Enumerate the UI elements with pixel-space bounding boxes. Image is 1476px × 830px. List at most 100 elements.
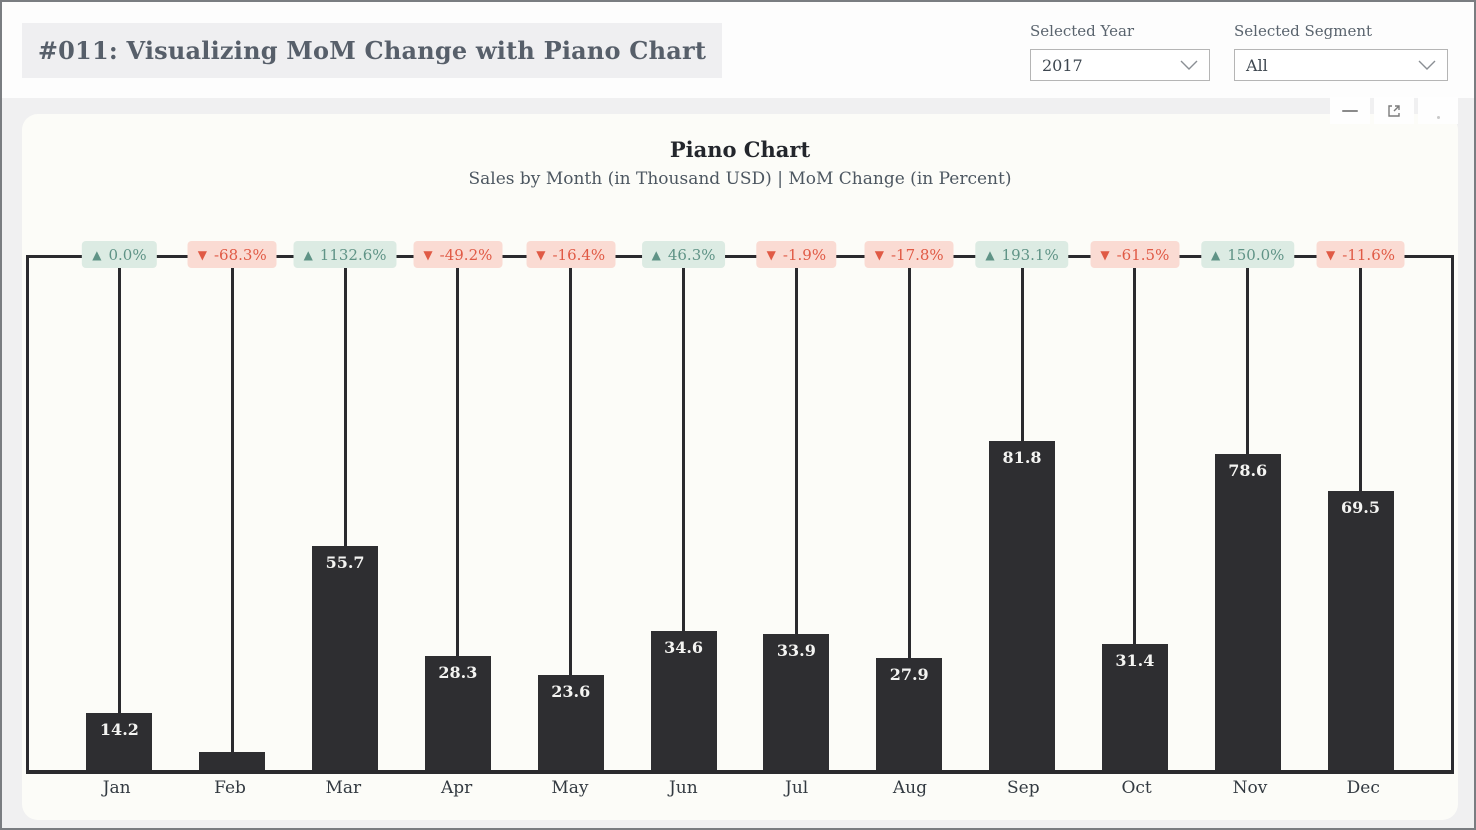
mom-change-value: -61.5% — [1116, 245, 1170, 264]
mom-change-value: -49.2% — [439, 245, 493, 264]
chart-column: ▲ 46.3% 34.6 — [627, 241, 740, 770]
sales-bar[interactable]: 14.2 — [86, 713, 153, 770]
sales-value-label: 14.2 — [99, 720, 139, 739]
mom-change-badge[interactable]: ▼ -68.3% — [187, 241, 277, 268]
sales-bar[interactable]: 33.9 — [763, 634, 830, 770]
month-label: Jan — [102, 778, 131, 798]
year-slicer-dropdown[interactable]: 2017 — [1030, 49, 1210, 81]
chart-column: ▼ -11.6% 69.5 — [1304, 241, 1417, 770]
mom-change-badge[interactable]: ▼ -17.8% — [864, 241, 954, 268]
arrow-up-icon: ▲ — [303, 247, 313, 262]
chart-column: ▼ -1.9% 33.9 — [740, 241, 853, 770]
mom-change-badge[interactable]: ▲ 0.0% — [82, 241, 157, 268]
sales-bar[interactable]: 28.3 — [424, 656, 491, 770]
sales-bar[interactable]: 78.6 — [1214, 454, 1281, 770]
chart-column: ▼ -61.5% 31.4 — [1078, 241, 1191, 770]
month-label: Dec — [1346, 778, 1380, 798]
mom-change-value: -11.6% — [1342, 245, 1395, 264]
sales-bar[interactable]: 27.9 — [876, 658, 943, 770]
stem-line — [117, 267, 121, 713]
stem-line — [1020, 267, 1024, 441]
year-slicer: Selected Year 2017 — [1030, 22, 1210, 81]
sales-bar[interactable]: 55.7 — [312, 546, 379, 770]
sales-bar[interactable]: 34.6 — [650, 631, 717, 770]
month-label: Apr — [441, 778, 473, 798]
focus-mode-icon[interactable] — [1374, 97, 1414, 124]
stem-line — [230, 267, 234, 752]
sales-value-label: 78.6 — [1228, 461, 1268, 480]
sales-bar[interactable]: 81.8 — [989, 441, 1056, 770]
mom-change-badge[interactable]: ▲ 46.3% — [641, 241, 726, 268]
arrow-down-icon: ▼ — [874, 247, 884, 262]
chart-column: ▼ -68.3% — [176, 241, 289, 770]
chart-column: ▼ -17.8% 27.9 — [853, 241, 966, 770]
stem-line — [343, 267, 347, 546]
sales-value-label: 23.6 — [551, 682, 591, 701]
month-label: Sep — [1006, 778, 1040, 798]
mom-change-value: -16.4% — [552, 245, 606, 264]
stem-line — [1246, 267, 1250, 454]
sales-value-label: 69.5 — [1341, 498, 1380, 517]
arrow-up-icon: ▲ — [651, 247, 661, 262]
mom-change-value: -68.3% — [213, 245, 267, 264]
segment-slicer-label: Selected Segment — [1234, 22, 1373, 40]
sales-bar[interactable]: 31.4 — [1101, 644, 1168, 770]
sales-bar[interactable]: 69.5 — [1327, 491, 1394, 770]
arrow-up-icon: ▲ — [985, 247, 995, 262]
mom-change-badge[interactable]: ▲ 1132.6% — [293, 241, 397, 268]
chart-column: ▲ 150.0% 78.6 — [1191, 241, 1304, 770]
sales-value-label: 27.9 — [889, 665, 929, 684]
year-slicer-value: 2017 — [1042, 55, 1083, 75]
month-label: May — [551, 778, 589, 798]
chart-column: ▲ 0.0% 14.2 — [63, 241, 176, 770]
sales-bar[interactable] — [199, 752, 266, 770]
arrow-down-icon: ▼ — [423, 247, 433, 262]
chart-column: ▼ -16.4% 23.6 — [514, 241, 627, 770]
minimize-icon[interactable] — [1330, 97, 1370, 124]
mom-change-badge[interactable]: ▼ -1.9% — [756, 241, 837, 268]
arrow-down-icon: ▼ — [197, 247, 207, 262]
mom-change-value: 0.0% — [108, 245, 147, 264]
month-label: Oct — [1121, 778, 1152, 798]
more-options-icon[interactable] — [1418, 97, 1458, 124]
segment-slicer-dropdown[interactable]: All — [1234, 49, 1448, 81]
mom-change-value: 150.0% — [1227, 245, 1285, 264]
segment-slicer: Selected Segment All — [1234, 22, 1448, 81]
mom-change-value: -17.8% — [890, 245, 944, 264]
mom-change-badge[interactable]: ▼ -11.6% — [1316, 241, 1405, 268]
sales-bar[interactable]: 23.6 — [537, 675, 604, 770]
mom-change-value: 1132.6% — [319, 245, 387, 264]
mom-change-value: -1.9% — [782, 245, 827, 264]
mom-change-badge[interactable]: ▲ 193.1% — [975, 241, 1069, 268]
mom-change-value: 193.1% — [1001, 245, 1059, 264]
mom-change-badge[interactable]: ▼ -61.5% — [1090, 241, 1180, 268]
plot-area: ▲ 0.0% 14.2 ▼ -68.3% ▲ 1132.6% 55.7 ▼ -49.2% 28.3 ▼… — [26, 241, 1454, 774]
report-title: #011: Visualizing MoM Change with Piano … — [37, 36, 707, 65]
arrow-down-icon: ▼ — [766, 247, 776, 262]
segment-slicer-value: All — [1246, 55, 1268, 75]
sales-value-label: 55.7 — [325, 553, 365, 572]
mom-change-badge[interactable]: ▼ -49.2% — [413, 241, 503, 268]
stem-line — [907, 267, 911, 658]
year-slicer-label: Selected Year — [1030, 22, 1135, 40]
sales-value-label: 34.6 — [664, 638, 704, 657]
arrow-down-icon: ▼ — [1326, 247, 1336, 262]
stem-line — [569, 267, 573, 675]
month-label: Jul — [785, 778, 809, 798]
month-label: Mar — [325, 778, 362, 798]
chart-subtitle: Sales by Month (in Thousand USD) | MoM C… — [468, 169, 1012, 189]
chart-column: ▲ 193.1% 81.8 — [966, 241, 1079, 770]
x-axis-labels: Jan Feb Mar Apr May Jun Jul Aug Sep Oct Nov Dec — [26, 778, 1454, 798]
chevron-down-icon — [1180, 60, 1198, 71]
arrow-down-icon: ▼ — [536, 247, 546, 262]
sales-value-label: 81.8 — [1002, 448, 1042, 467]
mom-change-badge[interactable]: ▼ -16.4% — [526, 241, 616, 268]
plot-columns: ▲ 0.0% 14.2 ▼ -68.3% ▲ 1132.6% 55.7 ▼ -49.2% 28.3 ▼… — [29, 241, 1451, 770]
report-title-box: #011: Visualizing MoM Change with Piano … — [22, 23, 722, 78]
top-band: #011: Visualizing MoM Change with Piano … — [2, 2, 1474, 98]
mom-change-value: 46.3% — [667, 245, 716, 264]
mom-change-badge[interactable]: ▲ 150.0% — [1200, 241, 1295, 268]
chevron-down-icon — [1418, 60, 1436, 71]
arrow-up-icon: ▲ — [1210, 247, 1221, 262]
chart-column: ▲ 1132.6% 55.7 — [289, 241, 402, 770]
